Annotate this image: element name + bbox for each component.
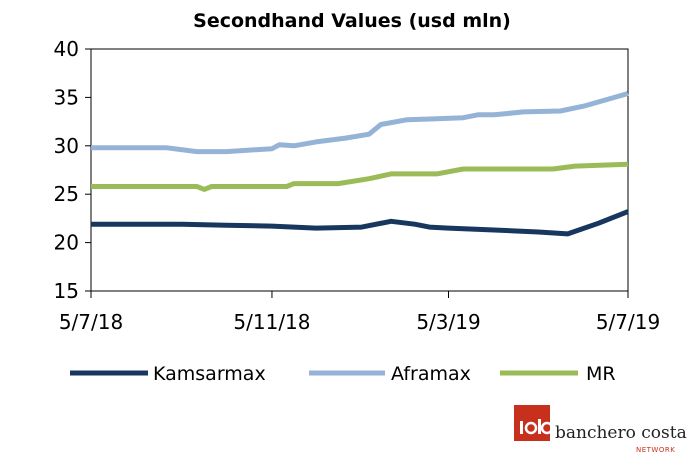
- x-axis: 5/7/18 5/11/18 5/3/19 5/7/19: [59, 291, 660, 334]
- series-line-kamsarmax: [91, 209, 629, 237]
- brand-name: banchero costa: [555, 423, 687, 443]
- y-tick-label: 25: [54, 182, 79, 206]
- y-tick-label: 15: [54, 279, 79, 303]
- series-lines: [91, 91, 629, 237]
- legend: Kamsarmax Aframax MR: [70, 363, 616, 385]
- y-tick-label: 20: [54, 231, 79, 255]
- x-tick-label: 5/7/18: [59, 310, 123, 334]
- plot-area-border: [90, 48, 629, 292]
- banchero-costa-logo: banchero costa NETWORK: [514, 405, 687, 454]
- x-tick-label: 5/7/19: [596, 310, 660, 334]
- series-line-mr: [91, 161, 629, 192]
- legend-label-kamsarmax: Kamsarmax: [153, 363, 266, 385]
- x-tick-label: 5/3/19: [416, 310, 480, 334]
- y-tick-label: 30: [54, 134, 79, 158]
- legend-label-aframax: Aframax: [391, 363, 471, 385]
- series-line-aframax: [91, 91, 629, 155]
- y-tick-label: 40: [54, 37, 79, 61]
- chart-title: Secondhand Values (usd mln): [193, 10, 511, 32]
- legend-label-mr: MR: [586, 363, 616, 385]
- logo-mark: [514, 405, 554, 441]
- x-tick-label: 5/11/18: [233, 310, 310, 334]
- y-tick-label: 35: [54, 85, 79, 109]
- y-axis: 15 20 25 30 35 40: [54, 37, 91, 303]
- brand-network: NETWORK: [636, 446, 675, 454]
